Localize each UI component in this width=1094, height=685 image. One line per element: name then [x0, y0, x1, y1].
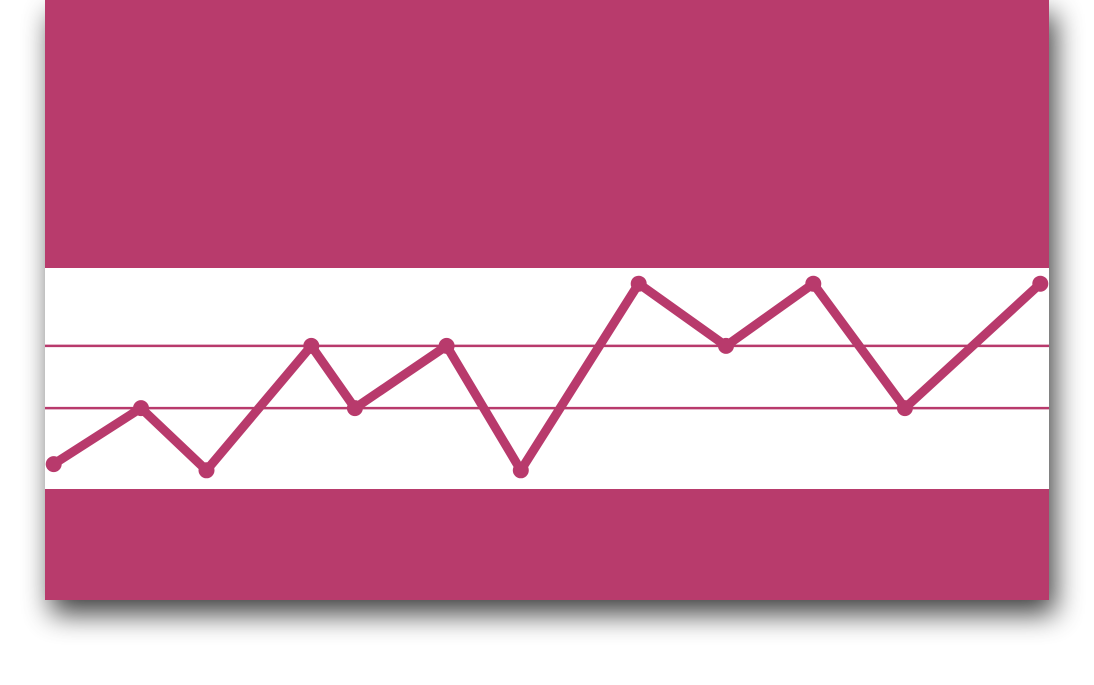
gridlines — [45, 344, 1049, 410]
data-point-4 — [303, 337, 320, 354]
data-point-3 — [198, 462, 215, 479]
data-point-5 — [346, 400, 363, 417]
series-line — [49, 279, 1045, 475]
data-points — [45, 275, 1049, 479]
data-point-7 — [512, 462, 529, 479]
data-point-11 — [896, 400, 913, 417]
data-point-12 — [1032, 275, 1049, 292]
data-point-2 — [133, 400, 149, 417]
data-point-8 — [630, 275, 647, 292]
data-point-9 — [718, 337, 734, 354]
data-point-6 — [438, 337, 455, 354]
data-point-10 — [805, 275, 822, 292]
data-point-1 — [45, 456, 62, 473]
